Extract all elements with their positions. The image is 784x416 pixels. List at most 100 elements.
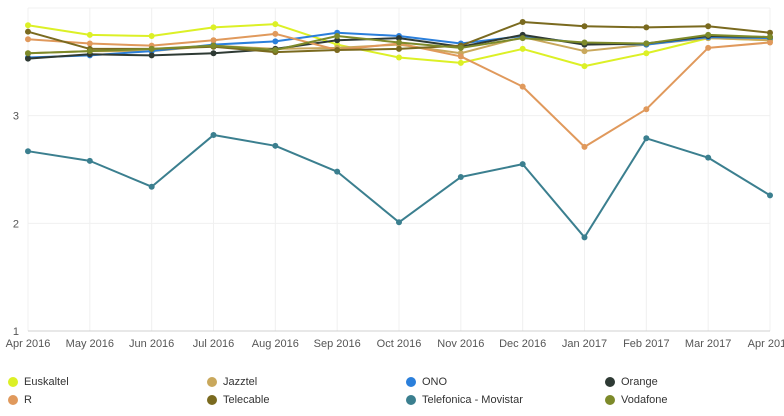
data-point[interactable] xyxy=(334,37,341,44)
legend-swatch-icon xyxy=(207,395,217,405)
data-point[interactable] xyxy=(643,24,650,31)
legend-item[interactable]: Orange xyxy=(605,374,658,390)
x-tick-label: Oct 2016 xyxy=(377,338,422,350)
data-point[interactable] xyxy=(643,40,650,47)
data-point[interactable] xyxy=(457,44,464,51)
data-point[interactable] xyxy=(210,50,217,57)
legend-item[interactable]: Telecable xyxy=(207,392,269,408)
data-point[interactable] xyxy=(396,35,402,42)
data-point[interactable] xyxy=(581,143,588,150)
data-point[interactable] xyxy=(148,32,155,39)
data-point[interactable] xyxy=(519,45,526,52)
data-point[interactable] xyxy=(396,39,402,46)
data-point[interactable] xyxy=(210,132,217,139)
data-point[interactable] xyxy=(581,48,588,55)
legend-item[interactable]: ONO xyxy=(406,374,447,390)
data-point[interactable] xyxy=(643,106,650,113)
data-point[interactable] xyxy=(643,50,650,57)
x-tick-label: Jul 2016 xyxy=(193,338,235,350)
legend-item[interactable]: Euskaltel xyxy=(8,374,69,390)
data-point[interactable] xyxy=(643,135,650,142)
legend-item[interactable]: Telefonica - Movistar xyxy=(406,392,523,408)
data-point[interactable] xyxy=(25,36,31,43)
data-point[interactable] xyxy=(457,174,464,181)
data-point[interactable] xyxy=(210,37,217,44)
line-chart: 1 2 3 Apr 2016 May 2016 Jun 2016 Jul 2016 Aug … xyxy=(6,7,784,350)
data-point[interactable] xyxy=(25,28,31,35)
legend-label: Telecable xyxy=(223,394,270,406)
legend-label: Telefonica - Movistar xyxy=(422,394,523,406)
y-tick-label: 1 xyxy=(13,326,19,338)
legend-label: Jazztel xyxy=(223,376,258,388)
x-axis: Apr 2016 May 2016 Jun 2016 Jul 2016 Aug 2016… xyxy=(6,338,784,350)
data-point[interactable] xyxy=(210,24,217,31)
data-point[interactable] xyxy=(86,31,93,38)
data-point[interactable] xyxy=(272,46,279,53)
legend-swatch-icon xyxy=(406,395,416,405)
data-point[interactable] xyxy=(705,44,712,51)
data-point[interactable] xyxy=(519,35,526,42)
data-point[interactable] xyxy=(519,161,526,168)
data-point[interactable] xyxy=(705,23,712,30)
legend-swatch-icon xyxy=(207,377,217,387)
x-tick-label: Sep 2016 xyxy=(314,338,361,350)
data-point[interactable] xyxy=(86,40,93,47)
data-point[interactable] xyxy=(767,39,773,46)
data-point[interactable] xyxy=(272,142,279,149)
legend-label: R xyxy=(24,394,32,406)
data-point[interactable] xyxy=(705,31,712,38)
data-point[interactable] xyxy=(457,53,464,60)
series-vodafone xyxy=(25,31,773,57)
data-point[interactable] xyxy=(86,157,93,164)
legend-label: Orange xyxy=(621,376,658,388)
x-tick-label: Jun 2016 xyxy=(129,338,174,350)
data-point[interactable] xyxy=(581,23,588,30)
legend-item[interactable]: Jazztel xyxy=(207,374,257,390)
series-telefonica-movistar xyxy=(25,132,773,241)
data-point[interactable] xyxy=(581,234,588,241)
data-point[interactable] xyxy=(25,55,31,62)
x-tick-label: Feb 2017 xyxy=(623,338,669,350)
data-point[interactable] xyxy=(457,59,464,66)
legend-swatch-icon xyxy=(605,395,615,405)
data-point[interactable] xyxy=(581,39,588,46)
data-point[interactable] xyxy=(396,219,402,226)
legend-swatch-icon xyxy=(8,377,18,387)
x-tick-label: Nov 2016 xyxy=(437,338,484,350)
legend-swatch-icon xyxy=(406,377,416,387)
data-point[interactable] xyxy=(519,83,526,90)
data-point[interactable] xyxy=(767,34,773,41)
x-tick-label: May 2016 xyxy=(66,338,114,350)
data-point[interactable] xyxy=(25,148,31,155)
x-tick-label: Apr 2016 xyxy=(6,338,51,350)
y-axis: 1 2 3 xyxy=(13,111,19,338)
data-point[interactable] xyxy=(210,42,217,49)
legend-item[interactable]: R xyxy=(8,392,32,408)
legend-label: ONO xyxy=(422,376,448,388)
data-point[interactable] xyxy=(705,154,712,161)
data-point[interactable] xyxy=(148,45,155,52)
legend-item[interactable]: Vodafone xyxy=(605,392,668,408)
data-point[interactable] xyxy=(519,18,526,25)
data-point[interactable] xyxy=(396,54,402,61)
data-point[interactable] xyxy=(148,183,155,190)
data-point[interactable] xyxy=(25,22,31,29)
data-point[interactable] xyxy=(272,21,279,28)
data-point[interactable] xyxy=(272,30,279,37)
chart-series xyxy=(25,18,773,241)
data-point[interactable] xyxy=(272,38,279,45)
data-point[interactable] xyxy=(767,192,773,199)
x-tick-label: Dec 2016 xyxy=(499,338,546,350)
data-point[interactable] xyxy=(767,29,773,36)
data-point[interactable] xyxy=(396,45,402,52)
data-point[interactable] xyxy=(581,63,588,70)
data-point[interactable] xyxy=(86,48,93,55)
legend-swatch-icon xyxy=(605,377,615,387)
data-point[interactable] xyxy=(334,32,341,39)
y-tick-label: 3 xyxy=(13,111,19,123)
legend-label: Vodafone xyxy=(621,394,668,406)
data-point[interactable] xyxy=(334,46,341,53)
data-point[interactable] xyxy=(148,52,155,59)
data-point[interactable] xyxy=(334,168,341,175)
data-point[interactable] xyxy=(25,50,31,57)
